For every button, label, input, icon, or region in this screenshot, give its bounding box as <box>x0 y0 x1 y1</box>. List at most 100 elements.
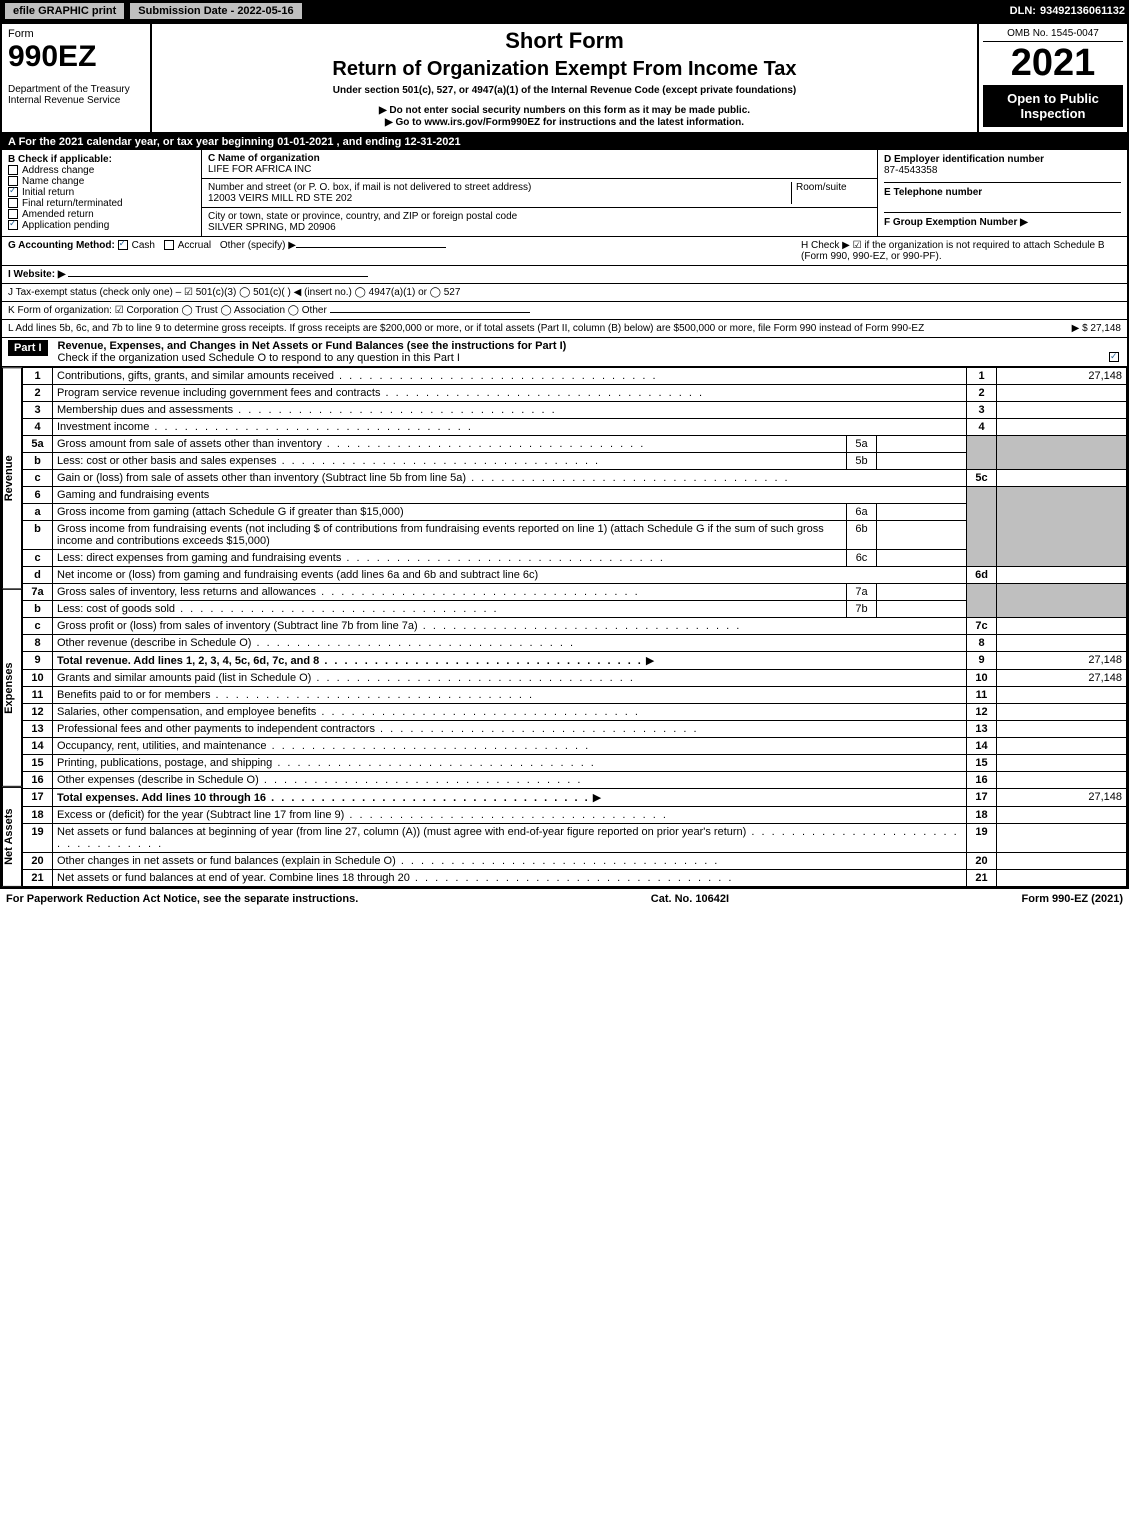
line-6d-amount <box>997 567 1127 584</box>
omb-number: OMB No. 1545-0047 <box>983 28 1123 42</box>
l-amount: $ 27,148 <box>1082 323 1121 334</box>
form-header: Form 990EZ Department of the Treasury In… <box>2 24 1127 134</box>
check-app-pending[interactable] <box>8 220 18 230</box>
line-6a-subval <box>877 504 967 521</box>
part-i-label: Part I <box>8 340 48 356</box>
line-6c-sub: 6c <box>847 550 877 567</box>
part-i-check[interactable] <box>1109 352 1119 362</box>
k-other-line[interactable] <box>330 312 530 313</box>
other-specify-line[interactable] <box>296 247 446 248</box>
line-11-no: 11 <box>23 687 53 704</box>
street-label: Number and street (or P. O. box, if mail… <box>208 182 531 193</box>
line-2-text: Program service revenue including govern… <box>57 387 704 399</box>
ein-label: D Employer identification number <box>884 154 1044 165</box>
line-5a-no: 5a <box>23 436 53 453</box>
department-label: Department of the Treasury Internal Reve… <box>8 84 144 106</box>
check-cash[interactable] <box>118 240 128 250</box>
line-19-no: 19 <box>23 824 53 853</box>
netassets-vlabel: Net Assets <box>2 787 22 887</box>
line-7a-text: Gross sales of inventory, less returns a… <box>57 586 640 598</box>
line-20-amount <box>997 853 1127 870</box>
line-13-text: Professional fees and other payments to … <box>57 723 699 735</box>
submission-date-label: Submission Date - 2022-05-16 <box>129 2 302 20</box>
line-18-text: Excess or (deficit) for the year (Subtra… <box>57 809 668 821</box>
line-6a-sub: 6a <box>847 504 877 521</box>
line-6a-text: Gross income from gaming (attach Schedul… <box>53 504 847 521</box>
opt-initial-return: Initial return <box>22 187 74 198</box>
line-7c-rn: 7c <box>967 618 997 635</box>
section-a-calendar: A For the 2021 calendar year, or tax yea… <box>2 134 1127 150</box>
opt-cash: Cash <box>132 240 155 251</box>
line-5c-text: Gain or (loss) from sale of assets other… <box>57 472 790 484</box>
ein-value: 87-4543358 <box>884 165 937 176</box>
line-13-no: 13 <box>23 721 53 738</box>
j-label: J Tax-exempt status (check only one) – ☑… <box>8 287 460 298</box>
line-19-text: Net assets or fund balances at beginning… <box>57 826 959 850</box>
line-6b-sub: 6b <box>847 521 877 550</box>
website-input-line[interactable] <box>68 276 368 277</box>
section-k-org-form: K Form of organization: ☑ Corporation ◯ … <box>2 302 1127 320</box>
ssn-warning: Do not enter social security numbers on … <box>379 105 750 116</box>
line-4-rn: 4 <box>967 419 997 436</box>
line-12-rn: 12 <box>967 704 997 721</box>
form-number: 990EZ <box>8 40 144 74</box>
line-11-text: Benefits paid to or for members <box>57 689 534 701</box>
line-7a-subval <box>877 584 967 601</box>
line-1-rn: 1 <box>967 368 997 385</box>
line-20-no: 20 <box>23 853 53 870</box>
line-4-amount <box>997 419 1127 436</box>
under-section-text: Under section 501(c), 527, or 4947(a)(1)… <box>160 85 969 96</box>
line-21-rn: 21 <box>967 870 997 887</box>
shade-5 <box>967 436 997 470</box>
check-address-change[interactable] <box>8 165 18 175</box>
line-7c-amount <box>997 618 1127 635</box>
line-8-amount <box>997 635 1127 652</box>
page-footer: For Paperwork Reduction Act Notice, see … <box>0 889 1129 909</box>
line-5c-rn: 5c <box>967 470 997 487</box>
line-9-amount: 27,148 <box>997 652 1127 670</box>
line-6d-no: d <box>23 567 53 584</box>
line-15-rn: 15 <box>967 755 997 772</box>
section-d-e-f: D Employer identification number 87-4543… <box>877 150 1127 236</box>
dln-label: DLN: <box>1010 5 1036 17</box>
b-label: B Check if applicable: <box>8 154 195 165</box>
short-form-title: Short Form <box>160 28 969 54</box>
footer-center: Cat. No. 10642I <box>651 893 729 905</box>
telephone-label: E Telephone number <box>884 187 982 198</box>
line-6c-text: Less: direct expenses from gaming and fu… <box>57 552 665 564</box>
line-19-amount <box>997 824 1127 853</box>
section-b-checkboxes: B Check if applicable: Address change Na… <box>2 150 202 236</box>
tax-year: 2021 <box>983 42 1123 85</box>
line-10-text: Grants and similar amounts paid (list in… <box>57 672 635 684</box>
return-title: Return of Organization Exempt From Incom… <box>160 58 969 81</box>
line-6c-subval <box>877 550 967 567</box>
footer-right: Form 990-EZ (2021) <box>1022 893 1123 905</box>
instructions-link[interactable]: Go to www.irs.gov/Form990EZ for instruct… <box>385 117 744 128</box>
shade-7 <box>967 584 997 618</box>
line-13-amount <box>997 721 1127 738</box>
shade-7v <box>997 584 1127 618</box>
line-7b-sub: 7b <box>847 601 877 618</box>
efile-print-button[interactable]: efile GRAPHIC print <box>4 2 125 20</box>
opt-app-pending: Application pending <box>22 220 109 231</box>
line-5a-subval <box>877 436 967 453</box>
line-6d-rn: 6d <box>967 567 997 584</box>
section-i-website: I Website: ▶ <box>2 266 1127 284</box>
street-value: 12003 VEIRS MILL RD STE 202 <box>208 193 352 204</box>
line-12-no: 12 <box>23 704 53 721</box>
check-final-return[interactable] <box>8 198 18 208</box>
group-exemption-label: F Group Exemption Number ▶ <box>884 217 1028 228</box>
c-name-label: C Name of organization <box>208 153 320 164</box>
line-8-no: 8 <box>23 635 53 652</box>
line-3-rn: 3 <box>967 402 997 419</box>
check-initial-return[interactable] <box>8 187 18 197</box>
part-i-title: Revenue, Expenses, and Changes in Net As… <box>58 340 567 352</box>
line-17-amount: 27,148 <box>997 789 1127 807</box>
lines-table: 1 Contributions, gifts, grants, and simi… <box>22 367 1127 887</box>
line-12-amount <box>997 704 1127 721</box>
section-g-h: G Accounting Method: Cash Accrual Other … <box>2 237 1127 266</box>
line-7b-subval <box>877 601 967 618</box>
line-5b-no: b <box>23 453 53 470</box>
check-accrual[interactable] <box>164 240 174 250</box>
line-3-text: Membership dues and assessments <box>57 404 557 416</box>
